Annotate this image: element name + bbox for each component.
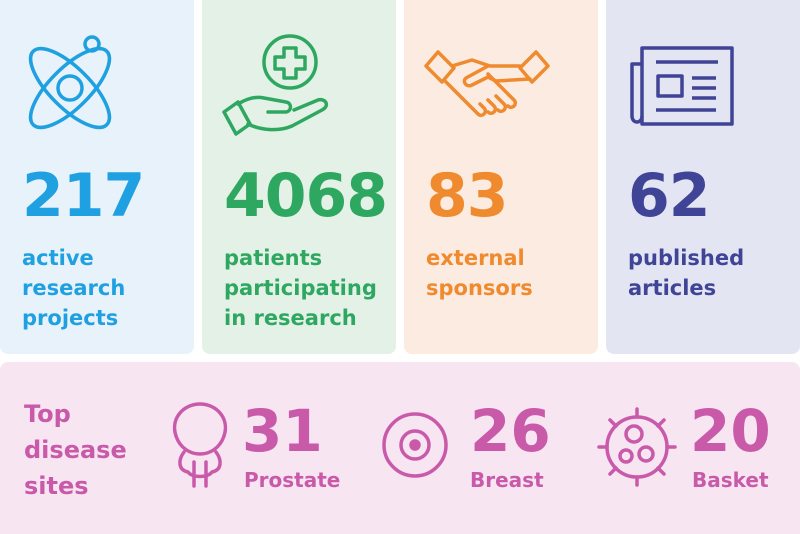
atom-icon	[28, 35, 112, 130]
site-value: 26	[470, 397, 551, 465]
stat-value: 217	[22, 161, 145, 231]
stat-card-articles: 62 published articles	[606, 0, 800, 354]
stat-value: 4068	[224, 161, 388, 231]
stat-card-patients: 4068 patients participating in research	[202, 0, 396, 354]
prostate-icon	[172, 402, 228, 488]
stat-card-research-projects: 217 active research projects	[0, 0, 194, 354]
breast-icon	[382, 412, 448, 478]
stat-value: 83	[426, 161, 508, 231]
handshake-icon	[424, 50, 550, 118]
site-value: 20	[690, 397, 771, 465]
stat-value: 62	[628, 161, 710, 231]
stat-card-sponsors: 83 external sponsors	[404, 0, 598, 354]
site-label: Prostate	[244, 468, 341, 492]
stat-label: external sponsors	[426, 246, 533, 300]
site-label: Breast	[470, 468, 544, 492]
newspaper-icon	[630, 46, 734, 126]
stat-label: patients participating in research	[224, 246, 377, 330]
site-value: 31	[242, 397, 323, 465]
top-disease-sites-panel: Top disease sites 31 Prostate 26 Breast	[0, 362, 800, 534]
site-label: Basket	[692, 468, 769, 492]
cell-icon	[597, 407, 677, 487]
hand-medical-cross-icon	[222, 34, 329, 136]
stat-label: published articles	[628, 246, 745, 300]
stat-label: active research projects	[22, 246, 126, 330]
panel-title: Top disease sites	[24, 400, 127, 500]
